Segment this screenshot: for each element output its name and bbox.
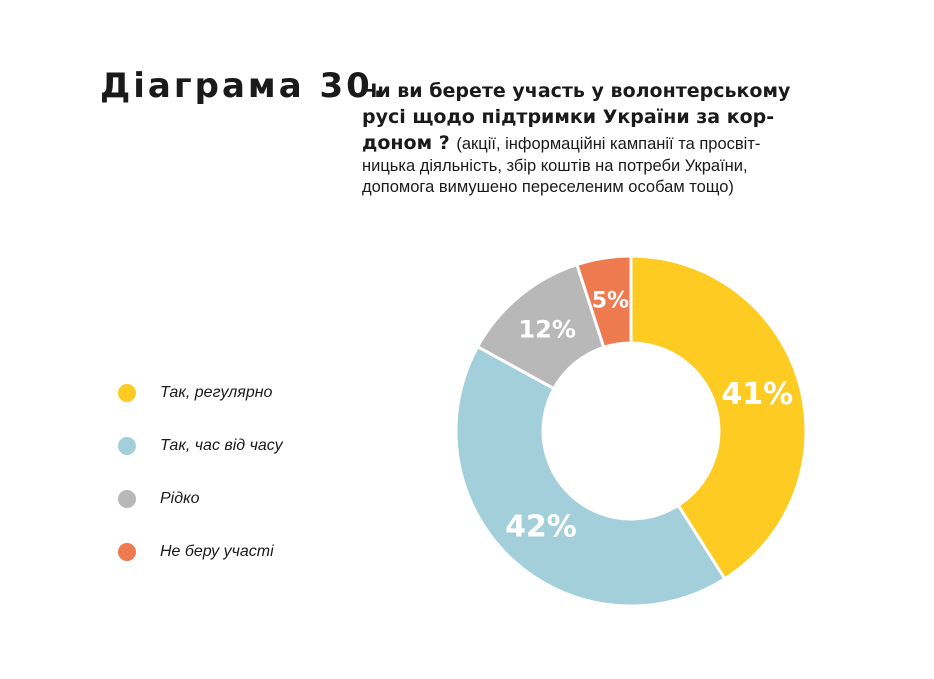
question-line-2: русі щодо підтримки України за кор- [362,106,775,128]
slice-label-not-participating: 5% [592,289,629,314]
donut-slice-sometimes [454,344,727,608]
legend-swatch-rarely [118,490,136,508]
legend-item-sometimes: Так, час від часу [118,431,283,461]
slice-label-rarely: 12% [518,316,575,344]
legend-swatch-regularly [118,384,136,402]
question-title: Чи ви берете участь у волонтерському рус… [362,78,832,156]
donut-slice-regularly [629,254,808,581]
question-line-1: Чи ви берете участь у волонтерському [362,80,791,102]
legend-swatch-not-participating [118,543,136,561]
donut-chart: 41% 42% 12% 5% [454,254,808,608]
legend-item-not-participating: Не беру участі [118,537,283,567]
legend-label-sometimes: Так, час від часу [160,437,283,454]
chart-number-label: Діаграма 30. [100,66,389,106]
legend-label-regularly: Так, регулярно [160,384,273,401]
question-note-line-2: ницька діяльність, збір коштів на потреб… [362,157,748,175]
question-note-line-3: допомога вимушено переселеним особам тощ… [362,178,734,196]
question-line-3: доном ? (акції, інформаційні кампанії та… [362,130,832,156]
slice-label-sometimes: 42% [505,509,577,544]
legend-label-rarely: Рідко [160,490,200,507]
question-note-start: (акції, інформаційні кампанії та просвіт… [456,135,761,153]
legend-item-rarely: Рідко [118,484,283,514]
question-line-3-text: доном ? [362,132,450,154]
legend-item-regularly: Так, регулярно [118,378,283,408]
slice-label-regularly: 41% [721,377,793,412]
chart-legend: Так, регулярно Так, час від часу Рідко Н… [118,378,283,590]
legend-label-not-participating: Не беру участі [160,543,274,560]
legend-swatch-sometimes [118,437,136,455]
chart-question: Чи ви берете участь у волонтерському рус… [362,78,832,198]
donut-slice-not-participating [575,254,633,350]
